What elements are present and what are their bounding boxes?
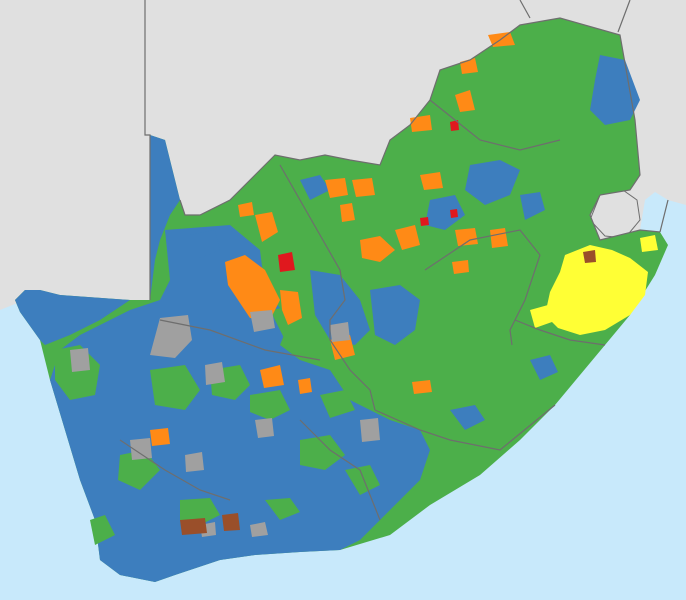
neighbour-land: [0, 0, 686, 310]
brown-districts: [180, 250, 596, 535]
red-districts: [278, 120, 459, 272]
border-lines: [119, 0, 669, 521]
yellow-districts: [530, 235, 658, 335]
green-patches: [55, 305, 380, 545]
